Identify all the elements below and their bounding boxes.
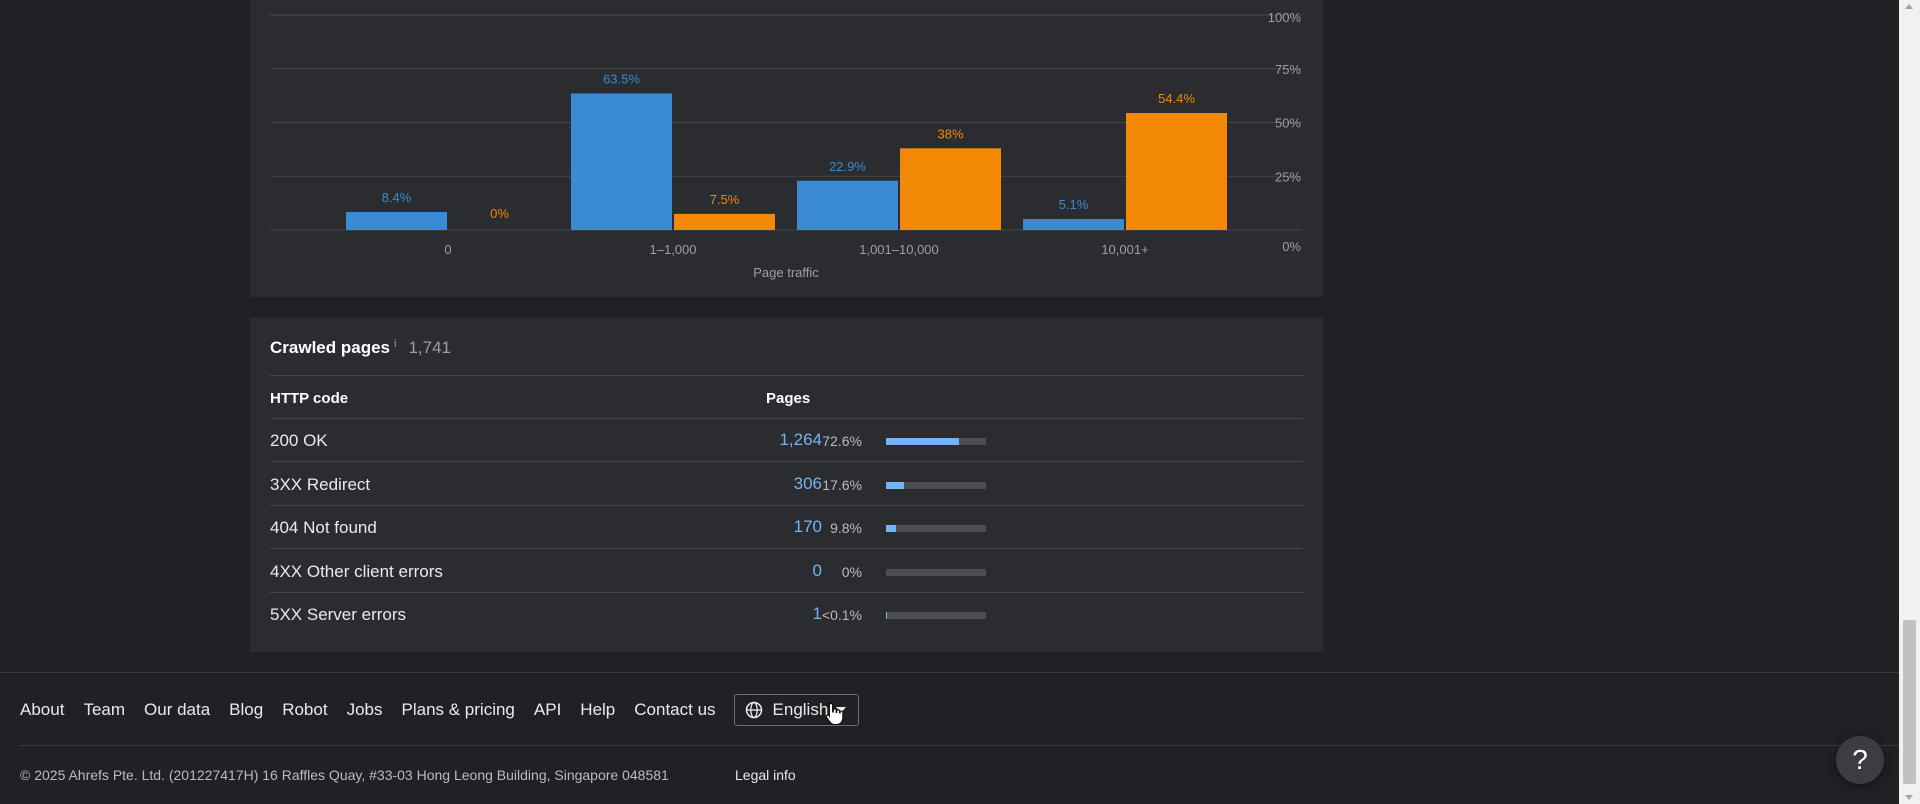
- http-code-label: 3XX Redirect: [270, 474, 371, 494]
- table-row: 5XX Server errors 1 <0.1%: [270, 593, 1303, 636]
- table-row: 4XX Other client errors 0 0%: [270, 550, 1303, 593]
- percent-bar-fill: [886, 481, 904, 489]
- footer-nav: About Team Our data Blog Robot Jobs Plan…: [20, 694, 860, 726]
- bar-data-label: 22.9%: [829, 159, 866, 174]
- divider: [270, 375, 1303, 376]
- bar-data-label: 5.1%: [1059, 197, 1089, 212]
- page-percent: <0.1%: [821, 607, 862, 623]
- page-count-link[interactable]: 306: [793, 473, 822, 493]
- footer-link-plans-pricing[interactable]: Plans & pricing: [401, 700, 515, 719]
- bar-series-2: [674, 213, 775, 230]
- page-percent: 9.8%: [830, 520, 862, 536]
- bar-data-label: 38%: [937, 126, 963, 141]
- page-scrollbar[interactable]: [1899, 0, 1920, 804]
- language-selector-button[interactable]: English: [733, 694, 860, 726]
- x-tick-label: 0: [444, 242, 451, 257]
- info-icon[interactable]: i: [394, 338, 397, 350]
- divider: [270, 461, 1303, 462]
- divider: [270, 591, 1303, 593]
- crawled-pages-total: 1,741: [408, 338, 451, 357]
- caret-down-icon: [836, 707, 847, 713]
- crawled-pages-panel: Crawled pages i 1,741 HTTP code Pages 20…: [250, 318, 1323, 652]
- bar-series-1: [346, 211, 447, 230]
- footer-link-jobs[interactable]: Jobs: [346, 700, 383, 719]
- page-percent: 17.6%: [822, 476, 862, 493]
- footer-link-team[interactable]: Team: [83, 700, 126, 719]
- y-tick-label: 0%: [1282, 239, 1301, 254]
- copyright-text: © 2025 Ahrefs Pte. Ltd. (201227417H) 16 …: [20, 767, 669, 783]
- table-row: 3XX Redirect 306 17.6%: [270, 463, 1303, 506]
- bar-series-2: [1126, 113, 1227, 230]
- bar-data-label: 54.4%: [1158, 91, 1195, 106]
- footer-link-about[interactable]: About: [20, 700, 65, 719]
- page-count-link[interactable]: 1,264: [779, 430, 822, 449]
- help-button[interactable]: ?: [1836, 736, 1884, 784]
- hand-pointer-icon: [825, 702, 844, 725]
- footer-divider: [20, 745, 1899, 746]
- divider: [270, 418, 1303, 419]
- x-tick-label: 1–1,000: [650, 242, 697, 257]
- percent-bar: [886, 481, 986, 489]
- table-row: 200 OK 1,264 72.6%: [270, 419, 1303, 462]
- bar-series-1: [1023, 219, 1124, 230]
- footer-link-robot[interactable]: Robot: [282, 700, 328, 719]
- percent-bar: [886, 525, 986, 532]
- y-tick-label: 75%: [1275, 62, 1301, 77]
- page-count-link[interactable]: 170: [793, 517, 822, 536]
- language-label: English: [772, 700, 829, 719]
- y-tick-label: 25%: [1275, 169, 1301, 184]
- crawled-pages-title: Crawled pages: [270, 338, 390, 357]
- footer-link-contact-us[interactable]: Contact us: [634, 700, 716, 719]
- bar-series-1: [797, 180, 898, 230]
- percent-bar: [886, 438, 986, 445]
- http-code-label: 4XX Other client errors: [270, 561, 443, 581]
- y-tick-label: 100%: [1268, 10, 1302, 25]
- page-count-link[interactable]: 0: [812, 560, 822, 580]
- column-header-http-code: HTTP code: [270, 390, 349, 407]
- divider: [270, 504, 1303, 506]
- globe-icon: [745, 701, 762, 719]
- x-tick-label: 1,001–10,000: [859, 242, 939, 257]
- http-code-label: 200 OK: [270, 431, 328, 450]
- column-header-pages: Pages: [766, 390, 811, 407]
- footer-divider: [0, 672, 1899, 673]
- percent-bar-fill: [886, 438, 959, 445]
- percent-bar-fill: [886, 612, 887, 619]
- scroll-up-arrow-icon[interactable]: [1905, 4, 1913, 9]
- bar-data-label: 63.5%: [603, 71, 640, 86]
- http-code-label: 404 Not found: [270, 518, 377, 537]
- bar-data-label: 7.5%: [710, 192, 740, 207]
- scrollbar-thumb[interactable]: [1903, 620, 1916, 784]
- percent-bar: [886, 612, 986, 619]
- x-axis-label: Page traffic: [753, 265, 819, 280]
- page-percent: 72.6%: [822, 433, 862, 449]
- footer-link-help[interactable]: Help: [580, 700, 616, 719]
- percent-bar: [886, 568, 986, 576]
- bar-series-1: [571, 93, 672, 230]
- bar-data-label: 8.4%: [382, 190, 412, 205]
- footer-link-api[interactable]: API: [533, 700, 562, 719]
- http-code-label: 5XX Server errors: [270, 605, 407, 624]
- footer-link-blog[interactable]: Blog: [229, 700, 264, 719]
- page-percent: 0%: [841, 563, 862, 580]
- legal-info-link[interactable]: Legal info: [735, 767, 796, 783]
- percent-bar-fill: [886, 525, 896, 532]
- page-count-link[interactable]: 1: [812, 604, 822, 623]
- page-traffic-chart-panel: 100% 75% 50% 25% 0% 8.4% 0% 0 63.5% 7.5% 1–1,000 22…: [250, 0, 1323, 297]
- page-traffic-chart: 100% 75% 50% 25% 0% 8.4% 0% 0 63.5% 7.5% 1–1,000 22…: [270, 10, 1302, 280]
- bar-data-label: 0%: [490, 206, 509, 221]
- x-tick-label: 10,001+: [1101, 242, 1148, 257]
- divider: [270, 548, 1303, 549]
- table-row: 404 Not found 170 9.8%: [270, 506, 1303, 549]
- footer-link-our-data[interactable]: Our data: [144, 700, 211, 719]
- crawled-pages-header: Crawled pages i 1,741: [270, 338, 451, 360]
- bar-series-2: [900, 148, 1001, 230]
- scroll-down-arrow-icon[interactable]: [1905, 795, 1913, 800]
- y-tick-label: 50%: [1275, 116, 1301, 131]
